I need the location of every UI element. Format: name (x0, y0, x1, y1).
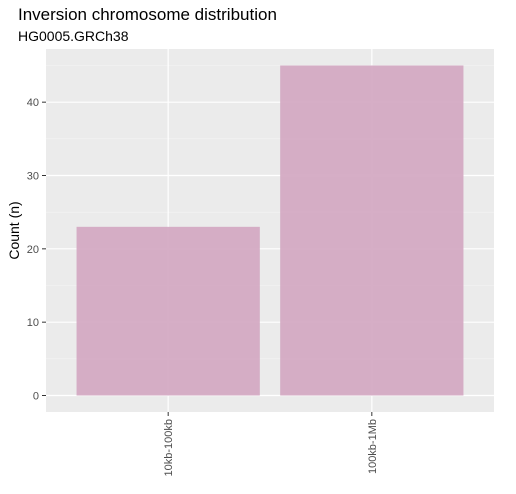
x-tick-label: 100kb-1Mb (367, 419, 379, 474)
bar (280, 65, 464, 396)
x-tick-label: 10kb-100kb (163, 419, 175, 477)
y-tick-label: 0 (33, 391, 39, 403)
chart-title: Inversion chromosome distribution (18, 5, 277, 24)
y-tick-label: 40 (27, 97, 39, 109)
y-tick-label: 10 (27, 317, 39, 329)
chart-subtitle: HG0005.GRCh38 (18, 28, 129, 44)
y-axis: 0 10 20 30 40 (27, 97, 46, 403)
y-axis-title: Count (n) (6, 201, 22, 259)
x-axis: 10kb-100kb 100kb-1Mb (163, 412, 379, 477)
y-tick-label: 20 (27, 244, 39, 256)
y-tick-label: 30 (27, 171, 39, 183)
bar (76, 226, 260, 396)
bars (76, 65, 464, 396)
